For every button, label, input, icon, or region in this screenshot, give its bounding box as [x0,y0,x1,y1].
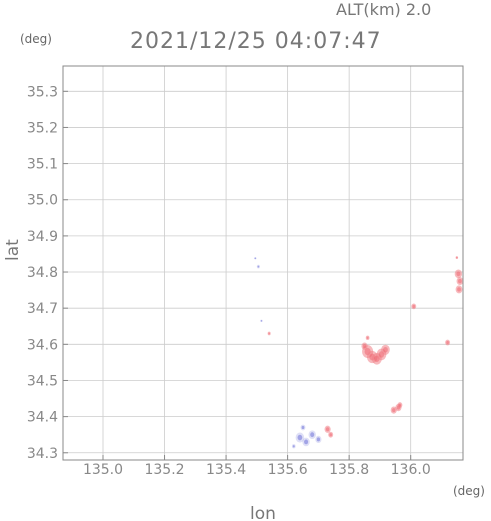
receding-echo-core [446,340,449,345]
receding-echo-core [325,427,330,432]
receding-echo-core [458,278,462,284]
approaching-echo-core [260,320,263,322]
receding-echo [328,431,334,438]
approaching-echo-core [301,425,305,430]
y-axis-label: lat [3,239,23,261]
receding-echo [267,331,271,336]
receding-echo-core [268,332,270,335]
approaching-echo-core [304,439,309,445]
y-tick-label: 34.9 [27,229,58,245]
x-tick-label: 136.0 [391,462,431,478]
x-tick-label: 135.6 [268,462,308,478]
receding-echo-core [456,256,458,259]
receding-echo [361,342,368,350]
plot-frame [62,65,464,461]
y-tick-label: 35.2 [27,120,58,136]
receding-echo [390,406,397,414]
receding-echo [454,269,463,279]
x-tick-label: 135.4 [206,462,246,478]
approaching-echo-core [254,257,257,260]
receding-echo [365,335,370,340]
y-tick-label: 35.0 [27,193,58,209]
receding-echo-core [366,336,369,340]
approaching-echo-core [292,445,295,448]
receding-echo [397,402,403,408]
lat-unit-label: (deg) [20,32,52,46]
y-tick-label: 34.8 [27,265,58,281]
lon-unit-label: (deg) [453,484,485,498]
receding-echo-core [457,287,461,292]
axis-ticks: 135.0 135.2 135.4 135.6 135.8 136.0 34.3 34.4 34… [27,84,431,478]
receding-echo [381,344,390,355]
radar-echoes [254,256,464,449]
approaching-echo-core [297,434,303,441]
plot-area: 135.0 135.2 135.4 135.6 135.8 136.0 34.3 34.4 34… [27,65,464,478]
y-tick-label: 34.4 [27,410,58,426]
receding-echo [324,425,331,433]
receding-echo-core [456,271,461,277]
y-tick-label: 34.3 [27,446,58,462]
receding-echo [445,339,451,346]
timestamp-title: 2021/12/25 04:07:47 [130,29,382,54]
grid-lines [63,66,463,460]
plot-background [63,66,463,460]
receding-echo-core [329,433,333,437]
x-tick-label: 135.8 [329,462,369,478]
x-axis-label: lon [250,504,276,521]
receding-echo [455,285,463,294]
y-tick-label: 34.7 [27,301,58,317]
y-tick-label: 34.5 [27,373,58,389]
y-tick-label: 34.6 [27,337,58,353]
x-tick-label: 135.0 [83,462,123,478]
altitude-label: ALT(km) 2.0 [336,0,431,19]
approaching-echo-core [310,432,315,438]
receding-echo-core [392,408,396,413]
receding-echo-core [412,304,416,308]
y-tick-label: 35.1 [27,157,58,173]
approaching-echo-core [316,437,321,442]
receding-echo-core [398,403,402,407]
receding-echo [455,256,459,260]
y-tick-label: 35.3 [27,84,58,100]
receding-echo [411,303,417,310]
receding-echo [456,277,464,286]
receding-echo-core [362,344,367,349]
x-tick-label: 135.2 [144,462,184,478]
receding-echo-core [383,346,388,353]
approaching-echo-core [257,265,260,268]
